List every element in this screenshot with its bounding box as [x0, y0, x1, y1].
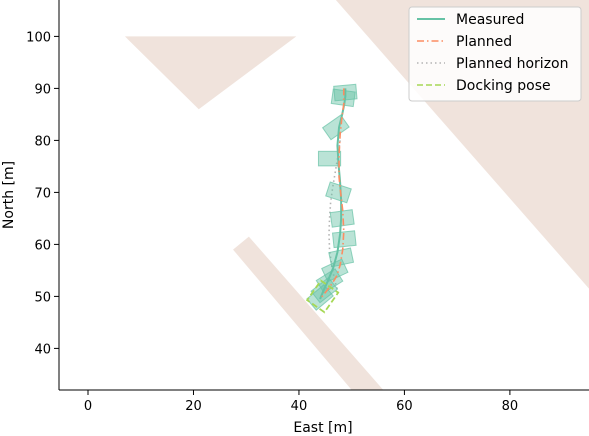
legend-label-3: Planned horizon	[456, 56, 568, 72]
legend-label-2: Planned	[456, 34, 512, 50]
legend-label-4: Docking pose	[456, 78, 551, 94]
x-tick-label-60: 60	[396, 399, 413, 414]
y-axis-label: North [m]	[1, 161, 17, 229]
y-tick-label-70: 70	[34, 186, 51, 201]
y-tick-label-40: 40	[34, 342, 51, 357]
x-tick-label-20: 20	[185, 399, 202, 414]
y-tick-label-80: 80	[34, 134, 51, 149]
vessel-footprint-10	[315, 268, 344, 294]
obstacle-2	[233, 236, 384, 390]
y-axis-ticks: 40 50 60 70 80 90 100	[26, 30, 59, 357]
vessel-footprint-3	[321, 114, 350, 141]
docking-pose-box	[305, 279, 340, 314]
x-tick-label-80: 80	[502, 399, 519, 414]
y-tick-label-60: 60	[34, 238, 51, 253]
legend: Measured Planned Planned horizon Docking po…	[408, 6, 582, 102]
vessel-footprint-4	[317, 150, 342, 167]
y-tick-label-90: 90	[34, 82, 51, 97]
obstacle-1	[124, 36, 297, 110]
y-tick-label-50: 50	[34, 290, 51, 305]
trajectory-lines	[319, 88, 347, 300]
x-axis-label: East [m]	[293, 420, 352, 436]
vessel-footprints	[306, 83, 358, 311]
legend-label-1: Measured	[456, 12, 524, 28]
docking-pose-layer	[305, 279, 340, 314]
x-tick-label-40: 40	[291, 399, 308, 414]
legend-box	[408, 6, 582, 102]
y-tick-label-100: 100	[26, 30, 51, 45]
vessel-footprint-5	[325, 181, 352, 204]
series-line-2	[319, 88, 345, 300]
axes-frame	[58, 0, 589, 391]
vessel-footprint-6	[329, 209, 355, 228]
x-axis-ticks: 0 20 40 60 80	[84, 390, 518, 414]
x-tick-label-0: 0	[84, 399, 92, 414]
